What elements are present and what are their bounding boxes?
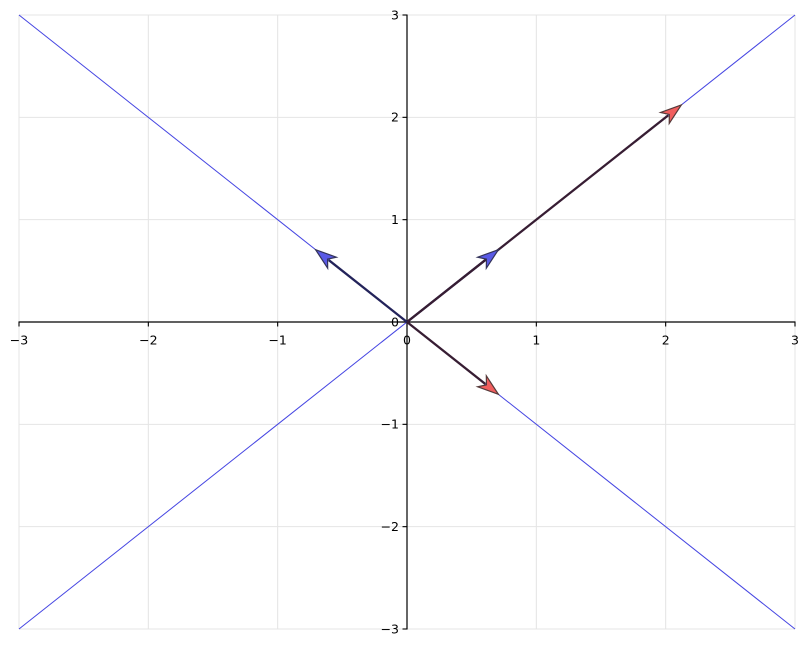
y-tick-label: −3 [381, 621, 399, 636]
y-tick-label: 2 [391, 110, 399, 125]
x-tick-label: −2 [139, 333, 157, 348]
red-arrow-north-east-shaft [406, 114, 669, 323]
red-arrow-south-east-shaft [406, 321, 486, 385]
y-tick-label: 0 [391, 314, 399, 329]
y-tick-label: 3 [391, 7, 399, 22]
y-tick-label: 1 [391, 212, 399, 227]
red-arrow-north-east-head [658, 103, 683, 126]
x-tick-label: 0 [403, 333, 411, 348]
blue-arrow-north-east-head [475, 248, 500, 271]
blue-arrow-north-west-shaft [328, 259, 408, 323]
blue-arrow-north-west-head [314, 248, 339, 271]
x-tick-label: 1 [532, 333, 540, 348]
x-tick-label: −3 [10, 333, 28, 348]
y-tick-label: −1 [381, 417, 399, 432]
y-tick-label: −2 [381, 519, 399, 534]
x-tick-label: −1 [268, 333, 286, 348]
x-tick-label: 3 [791, 333, 799, 348]
x-tick-label: 2 [662, 333, 670, 348]
red-arrow-south-east-head [475, 373, 500, 396]
